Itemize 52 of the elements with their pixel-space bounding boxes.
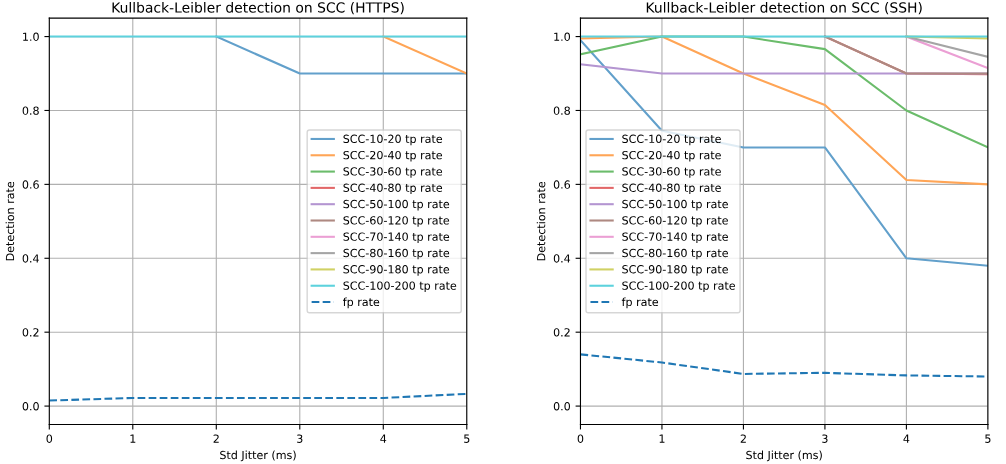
y-axis-title: Detection rate <box>536 181 546 261</box>
legend-label: SCC-40-80 tp rate <box>622 183 721 195</box>
y-tick-label: 0.2 <box>22 328 39 337</box>
legend-label: SCC-20-40 tp rate <box>343 150 443 162</box>
legend-label: SCC-40-80 tp rate <box>343 183 443 195</box>
chart-title: Kullback-Leibler detection on SCC (HTTPS) <box>112 1 404 15</box>
legend-label: SCC-80-160 tp rate <box>343 248 450 260</box>
x-tick-label: 4 <box>903 434 910 443</box>
legend-label: SCC-90-180 tp rate <box>343 265 450 276</box>
x-tick-label: 0 <box>46 434 53 443</box>
x-tick-label: 1 <box>659 434 665 443</box>
y-tick-label: 0.6 <box>22 180 39 189</box>
legend-label: SCC-10-20 tp rate <box>343 134 443 146</box>
legend-label: SCC-50-100 tp rate <box>622 199 728 211</box>
legend-label: SCC-10-20 tp rate <box>622 134 721 146</box>
x-tick-label: 3 <box>297 434 303 443</box>
x-axis-title: Std Jitter (ms) <box>746 450 822 462</box>
legend-label: SCC-50-100 tp rate <box>343 199 450 211</box>
legend-label: fp rate <box>342 297 380 309</box>
legend-label: fp rate <box>621 297 659 309</box>
legend-label: SCC-100-200 tp rate <box>622 281 736 292</box>
y-tick-label: 0.2 <box>553 328 570 337</box>
legend-label: SCC-70-140 tp rate <box>622 232 728 244</box>
y-tick-label: 1.0 <box>23 32 39 41</box>
x-tick-label: 3 <box>822 434 828 443</box>
y-tick-label: 0.4 <box>553 254 571 263</box>
x-tick-label: 2 <box>740 434 746 443</box>
legend-label: SCC-60-120 tp rate <box>622 216 728 227</box>
x-tick-label: 5 <box>985 434 991 443</box>
x-tick-label: 2 <box>213 434 219 443</box>
legend-label: SCC-20-40 tp rate <box>622 150 721 162</box>
legend-label: SCC-30-60 tp rate <box>622 167 721 178</box>
x-axis-title: Std Jitter (ms) <box>220 450 296 462</box>
y-tick-label: 0.0 <box>22 402 39 411</box>
y-tick-label: 0.8 <box>553 106 570 115</box>
y-tick-label: 0.0 <box>553 402 570 411</box>
y-tick-label: 1.0 <box>554 32 570 41</box>
y-tick-label: 0.4 <box>22 254 39 263</box>
chart-title: Kullback-Leibler detection on SCC (SSH) <box>646 1 922 15</box>
y-tick-label: 0.8 <box>22 106 39 115</box>
legend-label: SCC-90-180 tp rate <box>622 265 728 276</box>
y-tick-label: 0.6 <box>553 180 571 189</box>
x-tick-label: 1 <box>130 434 136 443</box>
legend-label: SCC-80-160 tp rate <box>622 248 728 260</box>
x-tick-label: 0 <box>577 434 584 443</box>
x-tick-label: 4 <box>380 434 387 443</box>
legend-label: SCC-60-120 tp rate <box>343 216 450 227</box>
legend-label: SCC-70-140 tp rate <box>343 232 450 244</box>
legend-label: SCC-100-200 tp rate <box>343 281 457 292</box>
y-axis-title: Detection rate <box>5 181 15 261</box>
x-tick-label: 5 <box>464 434 470 443</box>
legend-label: SCC-30-60 tp rate <box>343 167 443 178</box>
